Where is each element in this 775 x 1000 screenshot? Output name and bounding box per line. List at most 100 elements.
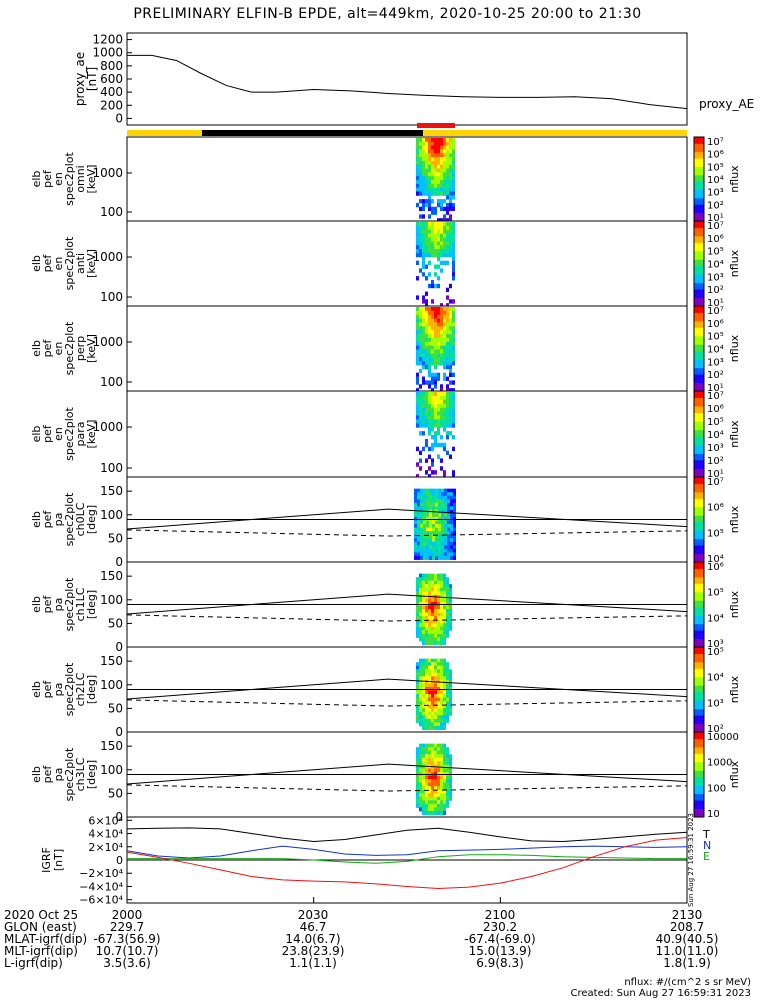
spec-cell: [440, 435, 443, 440]
spec-cell: [431, 694, 434, 699]
spec-cell: [435, 541, 438, 546]
spec-cell: [425, 149, 428, 154]
spec-cell: [449, 761, 452, 766]
spec-cell: [452, 334, 455, 339]
spec-cell: [446, 349, 449, 354]
colorbar-cell: [694, 551, 704, 554]
spec-cell: [437, 750, 440, 755]
spec-cell: [423, 555, 426, 560]
spec-cell: [434, 722, 437, 727]
spec-cell: [431, 601, 434, 606]
spec-cell: [449, 164, 452, 170]
colorbar-cell: [694, 812, 704, 816]
spec-cell: [414, 488, 417, 493]
spec-cell: [419, 310, 422, 316]
spec-cell: [416, 411, 419, 416]
spec-cell: [422, 415, 425, 420]
spec-cell: [423, 552, 426, 557]
spec-cell: [437, 353, 440, 358]
spec-cell: [434, 658, 437, 663]
spec-cell: [428, 160, 431, 166]
spec-cell: [422, 800, 425, 805]
colorbar-cell: [694, 757, 704, 761]
colorbar-cell: [694, 761, 704, 765]
spec-cell: [440, 672, 443, 677]
spec-cell: [431, 793, 434, 798]
colorbar-cell: [694, 289, 704, 292]
spec-cell: [446, 423, 449, 428]
spec-cell: [428, 399, 431, 405]
spec-cell: [447, 513, 450, 518]
spec-ylabel: pa: [52, 683, 65, 697]
spec-cell: [449, 796, 452, 801]
spec-cell: [452, 138, 455, 143]
anti-loss-cone-line: [126, 784, 688, 792]
spec-cell: [440, 168, 443, 173]
colorbar-cell: [694, 444, 704, 448]
spec-cell: [446, 609, 449, 614]
spec-cell: [414, 502, 417, 507]
colorbar-cell: [694, 719, 704, 722]
colorbar-cell: [694, 802, 704, 805]
spec-cell: [452, 330, 455, 335]
colorbar-tick-label: 10³: [707, 443, 724, 454]
spec-cell: [449, 690, 452, 695]
spec-cell: [437, 337, 440, 343]
spec-cell: [419, 672, 422, 677]
spec-cell: [426, 506, 429, 511]
spec-cell: [428, 715, 431, 720]
spec-cell: [449, 368, 452, 374]
spec-cell: [443, 138, 446, 143]
spec-cell: [438, 516, 441, 521]
spec-cell: [435, 516, 438, 521]
spec-cell: [443, 757, 446, 762]
spec-cell: [422, 245, 425, 250]
spec-cell: [422, 322, 425, 327]
spec-cell: [434, 601, 437, 606]
spec-cell: [437, 233, 440, 238]
spec-cell: [434, 771, 437, 776]
spec-cell: [437, 796, 440, 801]
spec-cell: [446, 789, 449, 794]
spec-cell: [425, 609, 428, 614]
spec-cell: [446, 605, 449, 610]
spec-cell: [437, 191, 440, 196]
spec-cell: [431, 623, 434, 628]
spec-cell: [431, 786, 434, 791]
spec-cell: [422, 591, 425, 596]
colorbar-cell: [694, 461, 704, 465]
spec-cell: [434, 715, 437, 720]
spec-cell: [446, 318, 449, 323]
spec-cell: [423, 534, 426, 539]
colorbar-cell: [694, 564, 704, 567]
colorbar-cell: [694, 674, 704, 678]
spec-cell: [425, 345, 428, 350]
spec-cell: [434, 438, 437, 444]
spec-cell: [437, 164, 440, 170]
colorbar-cell: [694, 485, 704, 489]
spec-cell: [440, 704, 443, 709]
colorbar-cell: [694, 318, 704, 322]
spec-cell: [431, 310, 434, 316]
spec-cell: [425, 310, 428, 316]
spec-cell: [437, 160, 440, 166]
spec-cell: [425, 303, 428, 308]
spec-cell: [426, 555, 429, 560]
spec-cell: [428, 172, 431, 177]
spec-cell: [443, 715, 446, 720]
colorbar-tick-label: 10³: [707, 698, 724, 709]
spec-cell: [440, 616, 443, 621]
spec-cell: [446, 690, 449, 695]
spec-cell: [449, 168, 452, 173]
spec-cell: [441, 495, 444, 500]
spec-cell: [435, 531, 438, 536]
spec-cell: [450, 524, 453, 529]
spec-cell: [441, 548, 444, 553]
spec-cell: [425, 314, 428, 320]
spec-cell: [444, 506, 447, 511]
spec-cell: [440, 722, 443, 727]
spec-cell: [440, 388, 443, 393]
colorbar-cell: [694, 406, 704, 409]
colorbar-cell: [694, 778, 704, 782]
spec-cell: [428, 591, 431, 596]
